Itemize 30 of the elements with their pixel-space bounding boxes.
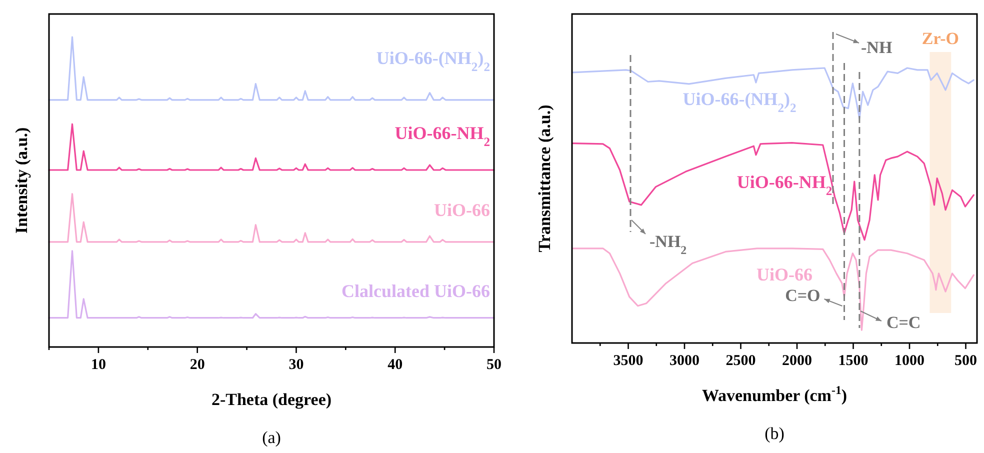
ref-line-label: C=C [886, 313, 921, 332]
series-label: UiO-66-NH$_{2}$ [394, 122, 490, 149]
x-tick-label: 2000 [782, 353, 812, 369]
y-axis-title: Transmittance (a.u.) [535, 104, 554, 252]
x-tick-label: 500 [954, 353, 977, 369]
series-label: UiO-66-NH$_{2}$ [736, 172, 832, 198]
band-label: Zr-O [922, 29, 960, 48]
series-label: UiO-66-(NH$_{2}$)$_{2}$ [682, 89, 796, 116]
y-axis-title: Intensity (a.u.) [12, 127, 31, 234]
series-label: UiO-66-(NH$_{2}$)$_{2}$ [376, 48, 490, 74]
ref-line-label: C=O [785, 286, 820, 305]
x-axis-title: 2-Theta (degree) [211, 390, 332, 409]
text: (b) [764, 424, 784, 443]
x-tick-label: 1000 [894, 353, 924, 369]
series-label: Clalculated UiO-66 [342, 280, 490, 301]
x-tick-label: 2500 [726, 353, 756, 369]
x-tick-label: 20 [190, 357, 205, 373]
x-tick-label: 40 [388, 357, 403, 373]
x-tick-label: 3500 [613, 353, 644, 369]
ref-line-label: -NH [861, 38, 892, 57]
x-tick-label: 10 [90, 357, 106, 373]
text: (a) [262, 428, 281, 447]
ref-line-label: -NH$_{2}$ [650, 232, 687, 257]
x-axis-title: Wavenumber (cm$^{-1}$) [702, 383, 848, 405]
series-label: UiO-66 [756, 264, 812, 284]
series-label: UiO-66 [434, 200, 490, 220]
x-tick-label: 30 [288, 357, 304, 373]
x-tick-label: 1500 [838, 353, 868, 369]
x-tick-label: 3000 [670, 353, 700, 369]
x-tick-label: 50 [486, 357, 502, 373]
